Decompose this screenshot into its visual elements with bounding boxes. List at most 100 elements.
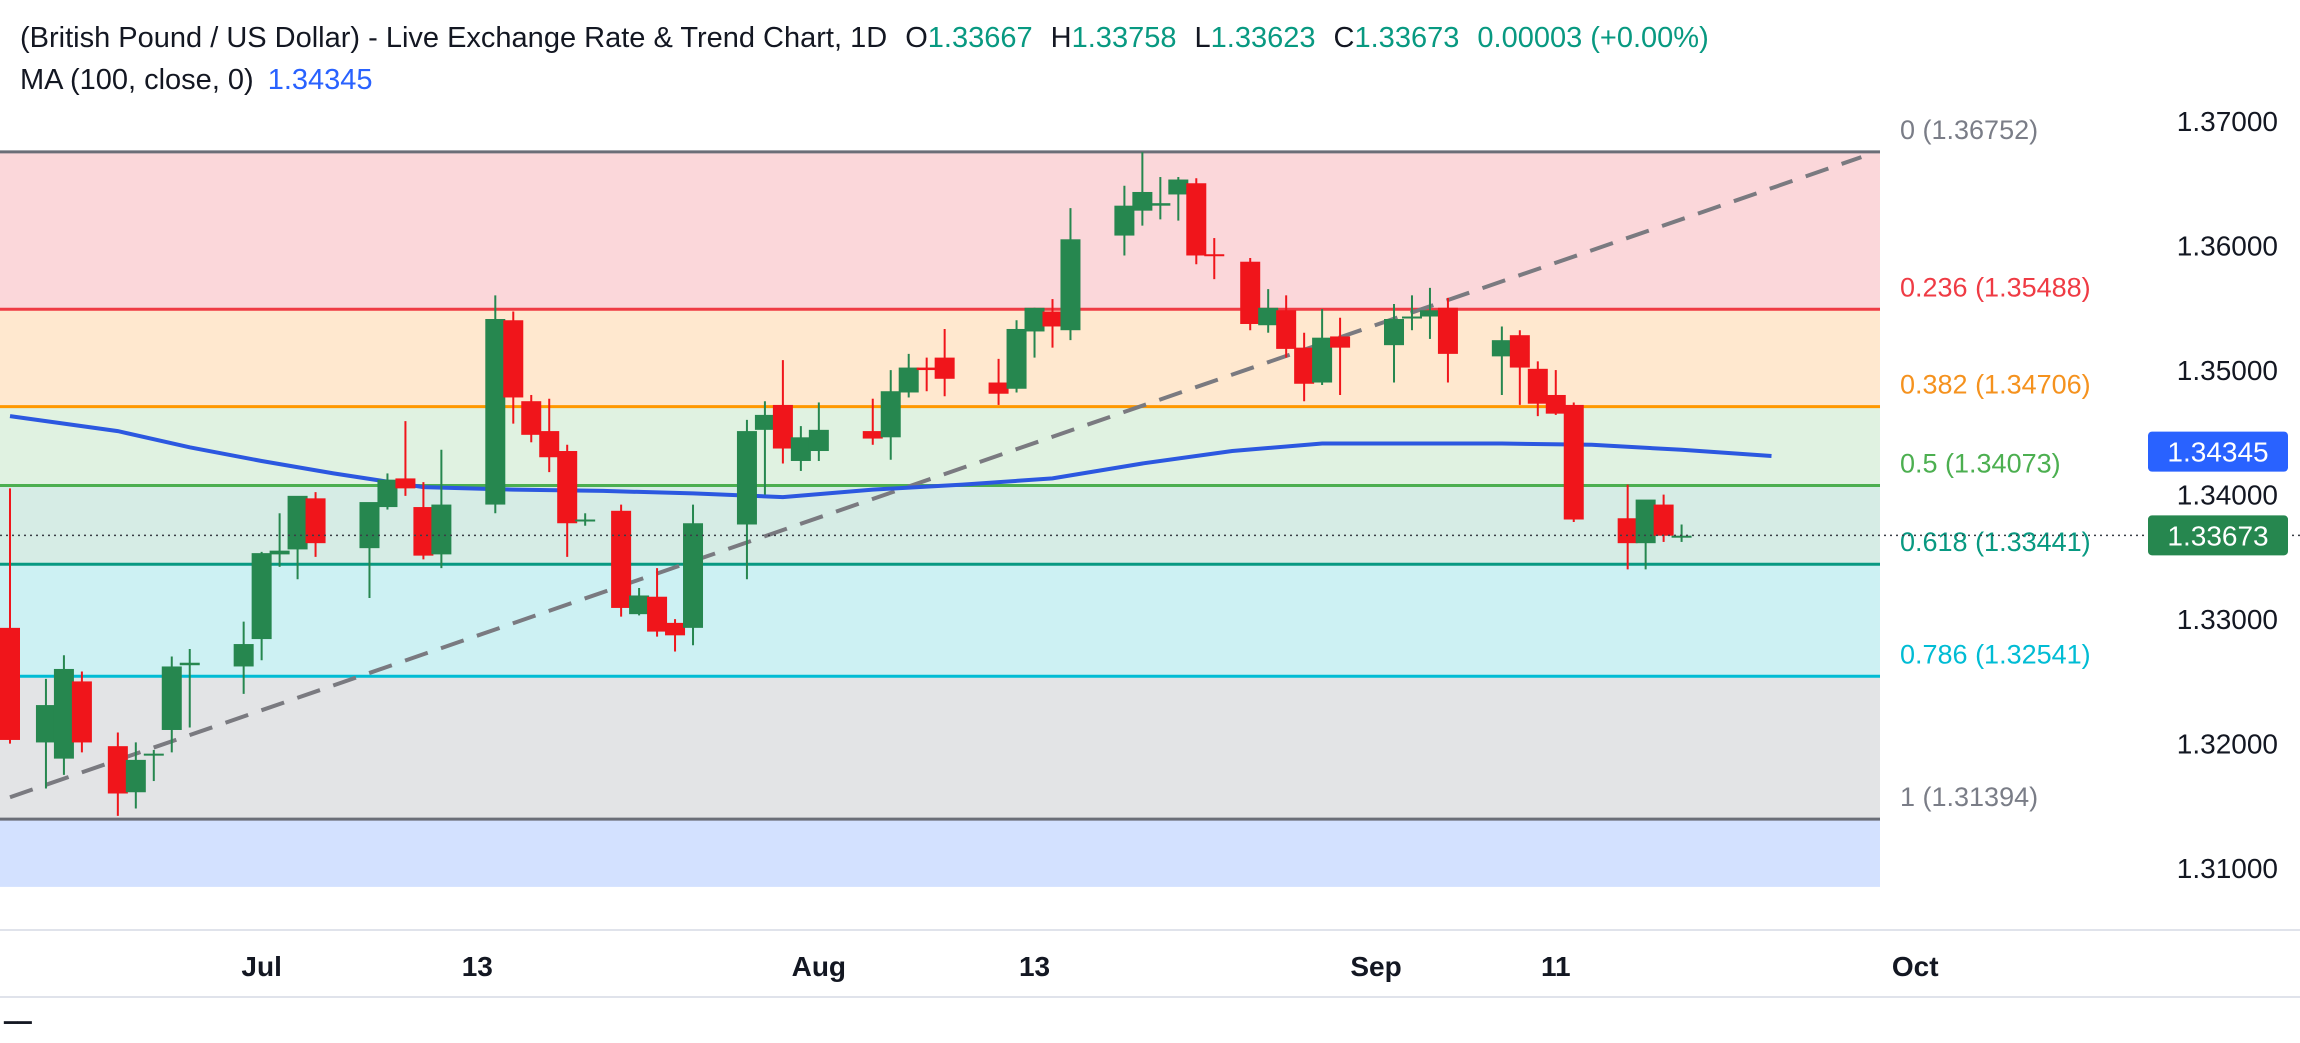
candle: [107, 732, 128, 816]
candle-body: [1671, 535, 1692, 538]
candle-body: [934, 357, 955, 379]
x-tick-label: Sep: [1350, 951, 1401, 982]
candle: [1419, 287, 1440, 339]
candle-body: [647, 596, 668, 632]
candle: [1401, 295, 1422, 331]
candle-body: [880, 391, 901, 438]
x-tick-label: Oct: [1892, 951, 1939, 982]
fib-zone-0.618: [0, 564, 1880, 677]
candle: [413, 482, 434, 560]
candle-body: [916, 367, 937, 371]
candle-body: [377, 479, 398, 508]
candle-body: [539, 431, 560, 458]
candle-body: [790, 437, 811, 461]
candle-body: [0, 627, 20, 740]
candle: [359, 502, 380, 598]
candle-body: [269, 550, 290, 555]
candle-body: [1186, 183, 1207, 256]
candle: [629, 588, 650, 616]
candle-body: [413, 507, 434, 556]
candle-body: [179, 662, 200, 666]
candle: [1258, 289, 1279, 333]
high-label: H: [1050, 22, 1072, 54]
candle: [1186, 178, 1207, 265]
candle-body: [395, 478, 416, 489]
candle: [1312, 309, 1333, 386]
candle-body: [1240, 261, 1261, 324]
candle: [161, 656, 182, 753]
candle-body: [665, 622, 686, 636]
candle-body: [808, 429, 829, 452]
candle: [1294, 332, 1315, 402]
candle: [1042, 299, 1063, 348]
chart-header: (British Pound / US Dollar) - Live Excha…: [20, 22, 1709, 55]
candle-body: [557, 451, 578, 524]
candle-body: [1060, 239, 1081, 331]
fib-label-0.236: 0.236 (1.35488): [1900, 272, 2091, 302]
candle-body: [1509, 335, 1530, 368]
candle: [647, 568, 668, 637]
high-value: 1.33758: [1071, 22, 1177, 54]
candle-body: [287, 495, 308, 550]
y-tick-label: 1.34000: [2177, 480, 2278, 511]
candle-body: [898, 367, 919, 393]
candle: [485, 295, 506, 514]
candle: [808, 402, 829, 461]
candle-body: [1024, 307, 1045, 332]
candle: [305, 492, 326, 557]
moving-average: [9, 414, 1772, 500]
time-axis[interactable]: Jul 13 Aug 13 Sep 11 Oct: [0, 929, 2300, 998]
ma-price-badge-label: 1.34345: [2167, 437, 2268, 468]
candle: [287, 495, 308, 580]
x-tick-label: 13: [462, 951, 493, 982]
low-value: 1.33623: [1210, 22, 1316, 54]
indicator-legend[interactable]: MA (100, close, 0) 1.34345: [20, 64, 373, 97]
trendline-segment[interactable]: [9, 155, 1862, 800]
candle-body: [629, 595, 650, 615]
candle: [179, 649, 200, 728]
y-tick-label: 1.33000: [2177, 604, 2278, 635]
candle-body: [1204, 254, 1225, 257]
candle-body: [862, 431, 883, 439]
y-tick-label: 1.37000: [2177, 106, 2278, 137]
fib-zone-1: [0, 819, 1880, 887]
candle-body: [1294, 347, 1315, 384]
candle-body: [71, 681, 92, 743]
candle: [539, 398, 560, 473]
fib-zone-0.786: [0, 676, 1880, 820]
candle: [1168, 177, 1189, 221]
x-tick-label: Jul: [241, 951, 281, 982]
candle: [611, 504, 632, 617]
candle-body: [161, 666, 182, 730]
candle: [233, 621, 254, 694]
candle: [143, 749, 164, 782]
candle-body: [1114, 205, 1135, 236]
candle: [934, 328, 955, 397]
price-axis[interactable]: 1.37000 1.36000 1.35000 1.34000 1.33000 1.320…: [1880, 0, 2300, 930]
indicator-label: MA (100, close, 0): [20, 64, 254, 96]
candle-body: [1545, 394, 1566, 414]
candle: [1491, 326, 1512, 395]
last-price-badge-label: 1.33673: [2167, 520, 2268, 551]
candle: [1060, 208, 1081, 341]
candle: [1509, 330, 1530, 405]
candle: [1150, 177, 1171, 220]
trendline[interactable]: [9, 155, 1862, 800]
candle-body: [1042, 311, 1063, 327]
candle: [35, 678, 56, 789]
fib-label-0.786: 0.786 (1.32541): [1900, 639, 2091, 669]
symbol-title: (British Pound / US Dollar) - Live Excha…: [20, 22, 888, 54]
candle: [125, 742, 146, 809]
candle-body: [1258, 307, 1279, 326]
candle: [1330, 317, 1351, 395]
candle-body: [1132, 191, 1153, 211]
candle-body: [1150, 203, 1171, 206]
change-value: 0.00003 (+0.00%): [1477, 22, 1709, 54]
candle-body: [431, 504, 452, 555]
candle: [395, 421, 416, 496]
candlesticks: [0, 152, 1692, 816]
candle-body: [1312, 337, 1333, 383]
candle-body: [485, 319, 506, 505]
candle: [1024, 307, 1045, 358]
